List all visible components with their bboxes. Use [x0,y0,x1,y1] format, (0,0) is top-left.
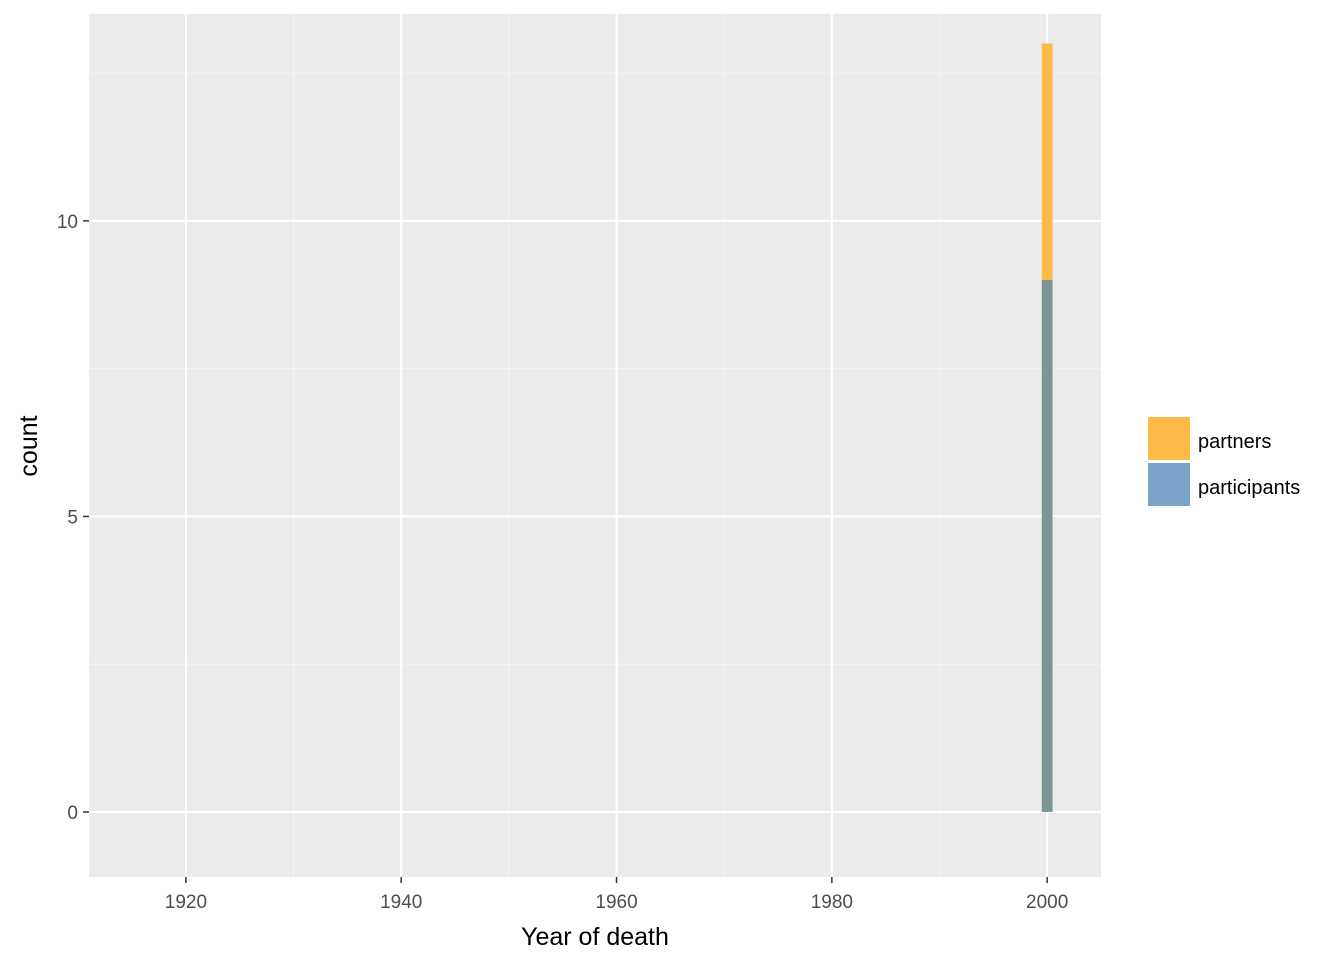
bar-partners [1041,43,1053,280]
legend-key-partners [1148,417,1190,460]
x-tick-label: 1940 [380,892,422,913]
x-axis-title: Year of death [521,923,669,951]
panel-background [89,14,1101,877]
x-tick-label: 1920 [165,892,207,913]
bars [1041,43,1053,812]
y-axis: 0 5 10 [57,212,89,824]
x-tick-label: 2000 [1026,892,1068,913]
y-tick-label: 5 [67,507,78,528]
grid-minor [89,14,1101,877]
legend-label-partners: partners [1198,431,1271,453]
legend-label-participants: participants [1198,477,1300,499]
legend-key-participants [1148,463,1190,506]
x-tick-label: 1980 [811,892,853,913]
legend: partners participants [1148,417,1300,506]
y-axis-title: count [15,415,43,476]
y-tick-label: 10 [57,212,78,233]
x-tick-label: 1960 [595,892,637,913]
y-tick-label: 0 [67,803,78,824]
x-axis: 1920 1940 1960 1980 2000 [165,877,1068,913]
bar-participants [1041,279,1053,812]
